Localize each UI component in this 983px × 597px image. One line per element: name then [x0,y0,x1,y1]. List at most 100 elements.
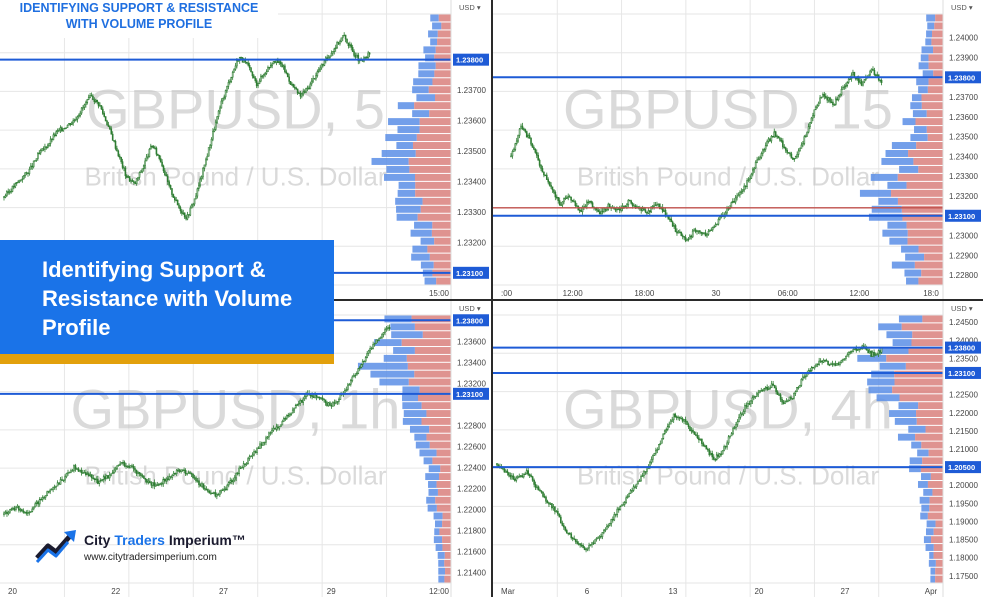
candle-body [358,367,361,369]
level-price-tag [453,387,489,400]
profile-bar-blue [402,402,422,410]
candle-body [820,96,823,99]
brand-logo[interactable]: City Traders Imperium™ www.citytradersim… [34,528,274,572]
profile-bar-blue [371,157,409,165]
watermark-symbol: GBPUSD, 1h [71,377,401,440]
price-tick-label: 1.22400 [457,463,486,472]
candle-body [212,130,214,140]
profile-bar-blue [921,46,934,54]
candle-body [263,441,266,444]
candle-body [236,472,239,475]
candle-body [238,467,240,474]
candle-body [61,127,63,132]
candle-body [75,118,77,121]
profile-bar-red [426,410,451,417]
candle-body [219,490,221,496]
candle-body [819,97,821,104]
price-tick-label: 1.23200 [457,379,486,388]
candle-body [348,383,351,386]
candle-body [782,140,784,148]
candle-body [323,60,326,66]
candle-body [44,495,47,498]
profile-bar-blue [410,229,432,237]
candle-body [20,179,22,181]
profile-bar-red [934,22,943,30]
candle-body [21,509,23,512]
price-tick-label: 1.20000 [949,481,978,490]
candle-body [109,126,111,130]
candle-body [312,78,314,82]
candle-body [38,498,41,505]
candle-body [574,538,577,542]
candle-body [668,423,671,427]
candle-body [680,417,682,420]
candle-body [157,153,159,156]
candle-body [309,394,312,397]
profile-bar-blue [909,465,921,473]
candle-body [846,82,849,87]
profile-bar-blue [428,481,437,488]
chart-panel-15m[interactable]: GBPUSD, 15 British Pound / U.S. Dollar USD… [493,0,983,299]
candle-body [229,81,231,83]
profile-bar-red [897,173,943,181]
candle-body [141,168,144,173]
profile-bar-red [931,38,943,46]
profile-bar-blue [428,465,441,473]
candle-body [53,486,56,489]
chart-panel-4h[interactable]: GBPUSD, 4h British Pound / U.S. Dollar USD… [493,301,983,597]
candle-body [12,507,14,510]
profile-bar-blue [424,277,437,285]
profile-bar-blue [930,567,936,575]
time-tick-label: 27 [219,587,228,596]
candle-body [303,91,306,93]
candle-body [611,519,614,521]
candle-body [237,60,240,62]
candle-body [608,203,611,208]
candle-body [220,100,223,109]
candle-body [116,148,118,152]
candle-body [299,400,302,404]
candle-body [646,211,648,214]
candle-body [704,232,707,237]
profile-bar-blue [885,150,909,157]
profile-bar-red [432,78,451,86]
profile-bar-blue [420,261,434,269]
profile-bar-blue [396,142,413,149]
candle-body [766,141,768,146]
candle-body [271,429,273,434]
candle-body [770,383,773,388]
profile-bar-blue [886,331,913,339]
profile-bar-red [442,520,451,528]
candle-body [658,203,661,209]
candle-body [40,498,43,501]
candle-body [679,231,681,234]
candle-body [343,34,345,37]
candle-body [376,339,379,342]
candle-body [284,418,287,420]
candle-body [90,94,93,97]
candle-body [197,184,200,190]
price-tick-label: 1.22600 [457,442,486,451]
candle-body [638,480,641,482]
candle-body [694,229,697,232]
candle-body [66,124,69,129]
volume-profile [357,315,451,583]
candle-body [519,475,522,477]
profile-bar-red [409,165,451,173]
candle-body [683,419,685,422]
candle-body [99,479,102,482]
profile-bar-blue [425,54,435,62]
profile-bar-red [906,181,943,189]
candle-body [671,419,674,422]
profile-bar-blue [882,229,908,237]
candle-body [124,167,127,177]
candle-body [187,472,190,474]
candle-body [644,209,647,213]
profile-bar-red [928,449,943,457]
price-tick-label: 1.22000 [949,409,978,418]
candle-body [279,61,282,65]
candle-body [120,156,122,162]
profile-bar-blue [379,378,409,386]
profile-bar-red [414,323,451,331]
